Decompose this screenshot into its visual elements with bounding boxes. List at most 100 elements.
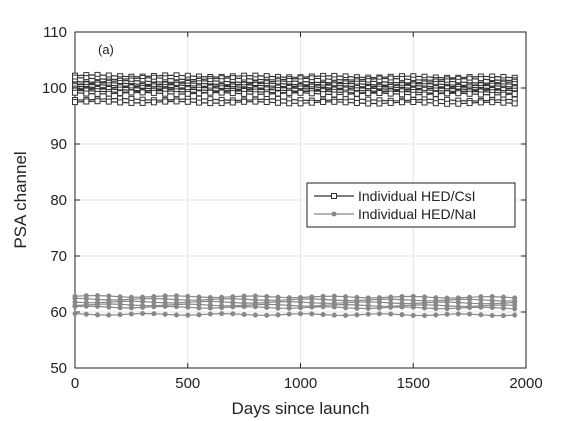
series-1-line-4-point-34 <box>455 305 461 311</box>
series-0-line-9-point-3 <box>105 90 112 97</box>
series-0-line-9-point-11 <box>196 90 202 97</box>
series-1-line-4-point-37 <box>489 304 495 311</box>
series-0-line-11-point-34 <box>455 100 462 107</box>
y-tick-label-2: 70 <box>50 248 67 265</box>
series-1-line-5-point-34 <box>455 311 461 317</box>
series-0-line-11-point-36 <box>477 99 484 106</box>
x-axis-label: Days since launch <box>232 399 370 418</box>
series-1-line-5-point-20 <box>297 311 304 317</box>
series-0-line-11-point-25 <box>353 100 360 106</box>
series-0-line-9-point-31 <box>421 91 428 98</box>
series-0-line-9-path <box>74 91 515 96</box>
series-1-line-4-point-0 <box>72 303 78 310</box>
series-0-line-11-point-1 <box>83 98 90 105</box>
series-0-line-9-point-13 <box>218 89 225 96</box>
series-1-line-4-point-27 <box>376 305 382 311</box>
series-0-line-11-point-11 <box>196 99 202 106</box>
series-1-line-4-point-26 <box>365 305 371 312</box>
series-1-line-5-point-1 <box>83 311 89 317</box>
series-1-line-5-point-24 <box>343 312 349 318</box>
series-1-line-4-point-15 <box>241 304 247 310</box>
series-0 <box>72 71 518 107</box>
series-1-line-4 <box>72 303 518 312</box>
series-1-line-5-point-33 <box>444 311 450 317</box>
series-1-line-4-point-36 <box>478 304 484 310</box>
series-0-line-11-point-21 <box>308 99 315 106</box>
series-0-line-9-point-19 <box>286 89 293 96</box>
series-0-line-2-path <box>74 79 515 84</box>
series-0-line-9 <box>72 89 518 98</box>
series-1-line-4-point-18 <box>275 305 281 311</box>
series-1-line-5-path <box>74 312 515 317</box>
series-0-line-11-point-30 <box>410 99 417 105</box>
y-tick-label-0: 50 <box>50 360 67 377</box>
series-0-line-9-point-27 <box>376 90 383 96</box>
series-0-line-11-point-23 <box>331 98 338 105</box>
series-1-line-5-point-17 <box>264 312 270 318</box>
series-0-line-11-point-26 <box>365 100 372 107</box>
series-1-line-5-point-31 <box>421 312 428 319</box>
series-0-line-9-point-6 <box>139 89 146 96</box>
legend: Individual HED/CsI Individual HED/NaI <box>306 182 516 228</box>
series-0-line-9-point-39 <box>511 91 518 97</box>
legend-label-nai: Individual HED/NaI <box>358 206 476 222</box>
series-0-line-9-point-14 <box>229 90 236 97</box>
series-0-line-11-point-6 <box>139 99 146 106</box>
legend-marker-csi <box>331 193 337 199</box>
legend-entry-nai: Individual HED/NaI <box>314 206 476 222</box>
series-0-line-9-point-32 <box>432 90 439 97</box>
series-1-line-4-point-30 <box>410 304 416 310</box>
series-1-line-4-point-22 <box>320 304 326 310</box>
series-0-line-9-point-34 <box>455 90 462 97</box>
series-1-line-4-point-8 <box>162 303 168 309</box>
series-0-line-11-point-16 <box>252 98 259 105</box>
series-1-line-5-point-25 <box>354 312 360 318</box>
series-0-line-9-point-26 <box>365 90 372 97</box>
series-0-line-9-point-28 <box>387 90 394 97</box>
series-1-line-5-point-35 <box>467 311 473 317</box>
series-1-line-5-point-8 <box>162 311 168 317</box>
series-1-line-5-point-5 <box>128 311 134 317</box>
series-0-line-9-point-37 <box>489 91 496 98</box>
series-1-line-4-point-31 <box>421 305 428 311</box>
series-0-line-9-point-36 <box>477 91 484 98</box>
series-1-line-5-point-2 <box>94 312 101 318</box>
series-1-line-4-point-28 <box>388 304 394 310</box>
y-axis-label: PSA channel <box>11 151 30 248</box>
series-1-line-5 <box>72 310 518 319</box>
series-1-line-4-point-25 <box>354 305 360 311</box>
series-0-line-9-point-24 <box>342 91 349 98</box>
series-0-line-9-point-35 <box>466 90 473 97</box>
panel-annotation: (a) <box>98 42 114 57</box>
series-1-line-4-point-4 <box>117 305 123 311</box>
series-1-line-5-point-28 <box>388 311 394 317</box>
series-0-line-9-point-15 <box>241 90 248 97</box>
series-1-line-5-point-16 <box>252 312 258 318</box>
series-0-line-11-point-39 <box>511 100 518 107</box>
series-0-line-9-point-17 <box>263 91 270 98</box>
series-1-line-4-point-38 <box>500 305 506 311</box>
series-1-line-4-point-23 <box>331 304 337 310</box>
series-0-line-11 <box>72 98 518 107</box>
series-1-line-4-point-32 <box>433 306 439 312</box>
series-0-line-1-path <box>74 77 515 82</box>
series-0-line-9-point-20 <box>297 89 304 96</box>
series-1-line-5-point-22 <box>320 312 326 318</box>
series-0-line-11-point-38 <box>500 99 507 106</box>
series-0-line-10-path <box>74 97 515 102</box>
series-0-line-9-point-0 <box>72 89 78 96</box>
series-0-line-11-point-27 <box>376 100 383 107</box>
series-0-line-9-point-23 <box>331 91 338 98</box>
series-0-line-9-point-16 <box>252 91 259 98</box>
series-lines <box>72 71 518 319</box>
series-0-line-11-point-14 <box>229 99 236 106</box>
series-1-line-1-path <box>74 297 515 302</box>
series-0-line-11-point-35 <box>466 100 473 107</box>
x-tick-label-4: 2000 <box>509 375 542 392</box>
series-1-line-5-point-39 <box>512 312 518 318</box>
series-1-line-4-point-17 <box>264 304 270 311</box>
series-0-line-9-point-9 <box>173 91 180 98</box>
series-0-line-11-point-10 <box>184 98 191 105</box>
series-1-line-5-point-13 <box>219 311 225 317</box>
series-0-line-9-point-2 <box>94 90 101 97</box>
